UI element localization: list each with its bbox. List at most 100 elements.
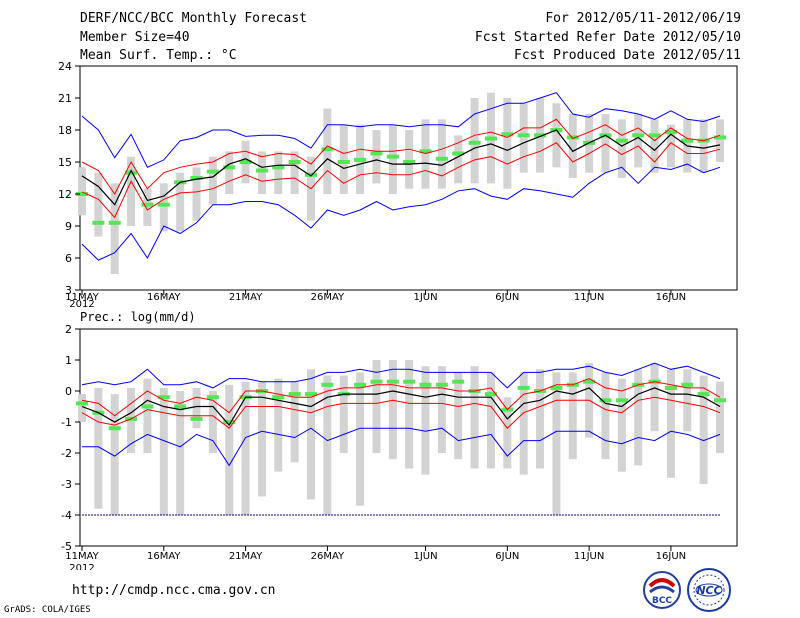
spread-bar [405, 130, 414, 189]
spread-bar [634, 114, 643, 168]
y-tick-label: -3 [61, 478, 72, 491]
spread-bar [339, 124, 348, 194]
y-tick-label: 1 [65, 354, 72, 367]
y-tick-label: 3 [65, 284, 72, 297]
spread-bar [290, 151, 299, 194]
variable-label: Mean Surf. Temp.: °C [80, 48, 237, 63]
x-tick-label: 26MAY [311, 551, 345, 562]
y-tick-label: -4 [61, 509, 72, 522]
x-tick-label: 11MAY [65, 292, 99, 303]
spread-bar [519, 372, 528, 475]
x-tick-label: 11JUN [574, 292, 604, 303]
marker-dash [599, 398, 612, 403]
precipitation-chart: -5 -4 -3 -2 -1 0 1 2 11MAY 16MAY 21MAY 26MAY 1JUN 6JU… [61, 323, 738, 570]
x-tick-label: 1JUN [413, 292, 437, 303]
marker-dash [550, 385, 563, 390]
spread-bar [421, 366, 430, 475]
spread-bar [617, 378, 626, 472]
spread-bar [372, 360, 381, 453]
spread-bar [601, 372, 610, 460]
spread-bar [159, 183, 168, 232]
ncc-logo: NCC [687, 568, 731, 612]
marker-dash [435, 156, 448, 161]
upper-line [81, 378, 721, 417]
spread-bar [323, 375, 332, 515]
marker-dash [435, 382, 448, 387]
spread-bar [503, 397, 512, 469]
bcc-logo: BCC [643, 571, 681, 609]
marker-dash [615, 138, 628, 143]
x-tick-label: 6JUN [495, 292, 519, 303]
x-tick-label: 1JUN [413, 551, 437, 562]
marker-dash [125, 170, 138, 175]
marker-dash [288, 160, 301, 164]
spread-bar [372, 130, 381, 184]
refer-date: Fcst Started Refer Date 2012/05/10 [474, 30, 741, 45]
y-tick-label: 0 [65, 385, 72, 398]
x-tick-label: 16MAY [147, 551, 181, 562]
ncc-logo-text: NCC [696, 584, 721, 597]
lower-line [81, 396, 721, 429]
spread-bar [225, 151, 234, 194]
marker-dash [223, 165, 236, 170]
spread-bar [110, 394, 119, 515]
upper-line [81, 118, 721, 195]
marker-dash [632, 133, 645, 138]
spread-bar [323, 108, 332, 194]
mean-line [81, 387, 721, 427]
spread-bar [634, 369, 643, 466]
marker-dash [681, 382, 694, 387]
min-line [81, 163, 721, 261]
marker-dash [321, 147, 334, 152]
x-tick-label: 16JUN [656, 551, 686, 562]
marker-dash [76, 401, 88, 406]
spread-bar [454, 372, 463, 460]
marker-dash [370, 151, 383, 156]
x-tick-label: 6JUN [495, 551, 519, 562]
bcc-logo-text: BCC [652, 596, 672, 606]
figure-title: DERF/NCC/BCC Monthly Forecast [80, 11, 307, 26]
marker-dash [648, 133, 661, 138]
marker-dash [452, 151, 465, 156]
marker-dash [386, 154, 399, 159]
y-tick-label: -1 [61, 416, 72, 429]
marker-dash [108, 426, 121, 431]
spread-bar [617, 119, 626, 178]
marker-dash [419, 382, 432, 387]
y-tick-label: 21 [58, 92, 72, 105]
spread-bar [388, 360, 397, 460]
y-tick-label: 2 [65, 323, 72, 336]
x-tick-label: 16MAY [147, 292, 181, 303]
spread-bar [568, 372, 577, 460]
temperature-chart: 3 6 9 12 15 18 21 24 11MAY 16MAY 21MAY 26MAY 1JUN 6JU… [58, 60, 738, 310]
plot-frame [79, 328, 738, 547]
spread-bar [552, 103, 561, 168]
spread-bar [470, 98, 479, 184]
marker-dash [141, 202, 154, 207]
spread-bar [143, 378, 152, 453]
marker-dash [714, 398, 726, 403]
spread-bar [225, 384, 234, 515]
marker-dash [484, 392, 497, 397]
marker-dash [239, 160, 252, 164]
marker-dash [681, 138, 694, 143]
spread-bar [192, 387, 201, 429]
y-tick-label: 24 [58, 60, 72, 73]
website-url[interactable]: http://cmdp.ncc.cma.gov.cn [72, 583, 276, 598]
marker-dash [255, 168, 268, 173]
max-line [81, 362, 721, 389]
marker-dash [697, 392, 710, 397]
y-tick-label: -2 [61, 447, 72, 460]
marker-dash [76, 192, 88, 196]
forecast-period: For 2012/05/11-2012/06/19 [545, 11, 741, 26]
y-tick-label: -5 [61, 540, 72, 553]
marker-dash [141, 404, 154, 409]
marker-dash [534, 133, 547, 138]
spread-bar [176, 172, 185, 232]
produced-date: Fcst Produced Date 2012/05/11 [514, 48, 741, 63]
x-year-label: 2012 [69, 563, 94, 570]
marker-dash [664, 385, 677, 390]
spread-bar [486, 372, 495, 469]
spread-bar [716, 381, 724, 453]
spread-bar [127, 156, 136, 226]
